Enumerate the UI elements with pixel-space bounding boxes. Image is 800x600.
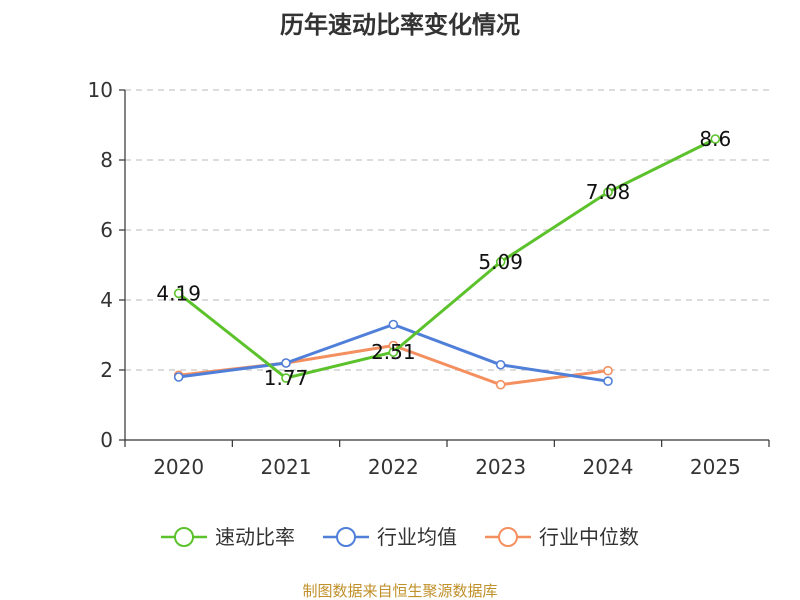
point-0-2021 xyxy=(281,373,291,383)
y-tick-label-2: 2 xyxy=(100,358,113,382)
point-1-2022 xyxy=(388,319,399,330)
legend: 速动比率 行业均值 行业中位数 xyxy=(161,525,639,549)
point-1-2021 xyxy=(281,358,291,368)
point-0-2025 xyxy=(710,134,721,144)
legend-marker-0 xyxy=(174,527,194,547)
point-1-2023 xyxy=(495,359,506,370)
point-0-2024 xyxy=(603,187,613,197)
data-label-2023: 5.09 xyxy=(478,250,523,274)
y-tick-label-10: 10 xyxy=(88,78,113,102)
data-label-2020: 4.19 xyxy=(156,281,201,305)
point-0-2023 xyxy=(495,257,506,267)
data-label-2022: 2.51 xyxy=(371,340,416,364)
x-tick-label-2021: 2021 xyxy=(261,455,312,479)
series-layer xyxy=(173,134,721,390)
axes: 0 2 4 6 8 10 2020 2021 2022 2023 2024 2025 xyxy=(88,78,770,479)
x-tick-label-2025: 2025 xyxy=(690,455,741,479)
y-tick-label-0: 0 xyxy=(100,428,113,452)
source-note: 制图数据来自恒生聚源数据库 xyxy=(302,582,497,600)
point-1-2024 xyxy=(603,376,613,387)
x-tick-label-2023: 2023 xyxy=(475,455,526,479)
x-tick-label-2024: 2024 xyxy=(583,455,634,479)
legend-marker-2 xyxy=(498,527,518,547)
y-tick-label-4: 4 xyxy=(100,288,113,312)
chart-title: 历年速动比率变化情况 xyxy=(280,11,520,39)
point-1-2020 xyxy=(173,372,184,382)
data-label-2024: 7.08 xyxy=(586,180,631,204)
point-0-2020 xyxy=(173,288,184,299)
x-tick-label-2020: 2020 xyxy=(153,455,204,479)
point-2-2023 xyxy=(495,379,506,390)
legend-label-0: 速动比率 xyxy=(215,525,295,549)
data-label-2025: 8.6 xyxy=(699,127,731,151)
point-2-2024 xyxy=(603,365,613,376)
x-tick-label-2022: 2022 xyxy=(368,455,419,479)
y-tick-label-8: 8 xyxy=(100,148,113,172)
legend-label-1: 行业均值 xyxy=(377,525,457,549)
point-0-2022 xyxy=(388,347,399,357)
series-line-0 xyxy=(177,137,716,380)
legend-label-2: 行业中位数 xyxy=(539,525,639,549)
y-tick-label-6: 6 xyxy=(100,218,113,242)
data-label-2021: 1.77 xyxy=(264,366,309,390)
legend-marker-1 xyxy=(336,527,356,547)
data-labels: 4.19 1.77 2.51 5.09 7.08 8.6 xyxy=(156,127,731,390)
grid xyxy=(125,89,769,371)
